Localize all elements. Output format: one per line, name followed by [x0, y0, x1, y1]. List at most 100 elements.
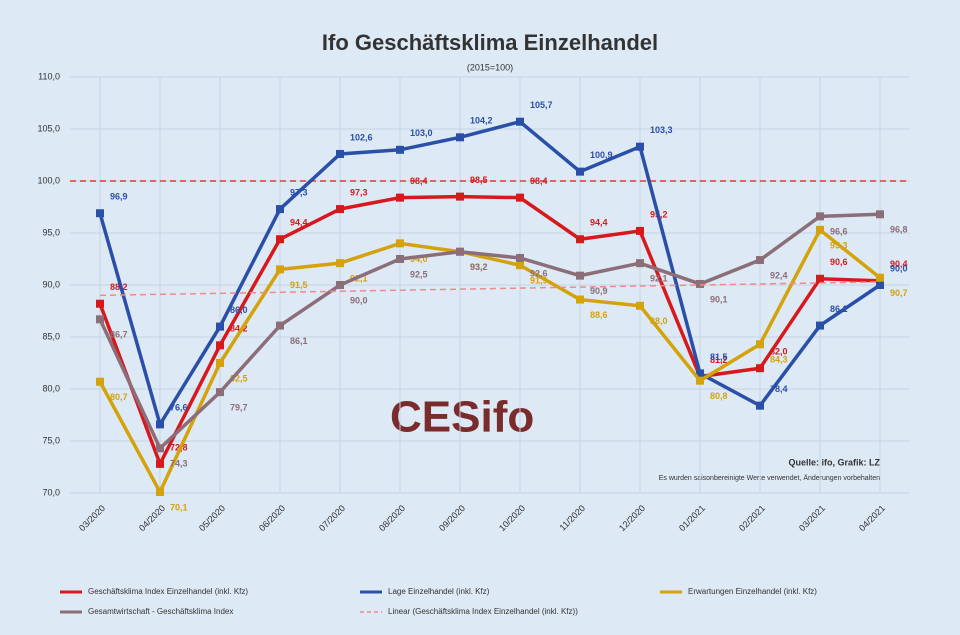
legend-label: Geschäftsklima Index Einzelhandel (inkl.… — [88, 587, 248, 596]
x-tick-label: 04/2020 — [137, 503, 167, 533]
point-marker — [276, 321, 284, 330]
data-label: 97,3 — [350, 187, 368, 197]
point-marker — [696, 376, 704, 385]
point-marker — [756, 340, 764, 349]
data-label: 88,0 — [650, 316, 668, 326]
y-tick-label: 95,0 — [42, 227, 60, 237]
point-marker — [756, 364, 764, 373]
point-marker — [96, 315, 104, 324]
point-marker — [216, 341, 224, 350]
legend-label: Gesamtwirtschaft - Geschäftsklima Index — [88, 607, 233, 616]
data-label: 94,0 — [410, 254, 428, 264]
x-tick-label: 04/2021 — [857, 503, 887, 533]
series-line — [98, 227, 882, 496]
point-marker — [156, 444, 164, 453]
point-marker — [516, 117, 524, 126]
note: Es wurden saisonbereinigte Werte verwend… — [659, 474, 880, 482]
y-tick-label: 85,0 — [42, 331, 60, 341]
data-label: 78,4 — [770, 384, 788, 394]
data-label: 95,3 — [830, 240, 848, 250]
point-marker — [276, 265, 284, 274]
point-marker — [456, 247, 464, 256]
y-tick-label: 90,0 — [42, 279, 60, 289]
legend-label: Lage Einzelhandel (inkl. Kfz) — [388, 587, 490, 596]
chart-title: Ifo Geschäftsklima Einzelhandel — [322, 30, 658, 55]
point-marker — [396, 255, 404, 263]
point-marker — [696, 369, 704, 378]
data-label: 93,2 — [470, 262, 488, 272]
x-tick-label: 06/2020 — [257, 503, 287, 533]
data-label: 92,1 — [650, 274, 668, 284]
data-label: 92,5 — [410, 269, 428, 279]
legend-label: Erwartungen Einzelhandel (inkl. Kfz) — [688, 587, 817, 596]
point-marker — [216, 388, 224, 397]
point-marker — [816, 225, 824, 234]
point-marker — [516, 193, 524, 202]
point-marker — [636, 301, 644, 310]
point-marker — [216, 359, 224, 367]
data-label: 81,2 — [710, 355, 728, 365]
point-marker — [336, 149, 344, 158]
data-label: 86,7 — [110, 330, 128, 340]
point-marker — [276, 235, 284, 244]
data-label: 70,1 — [170, 502, 188, 512]
data-label: 86,1 — [830, 304, 848, 314]
x-tick-label: 05/2020 — [197, 503, 227, 533]
data-label: 90,6 — [830, 257, 848, 267]
x-tick-label: 02/2021 — [737, 503, 767, 533]
point-marker — [396, 193, 404, 202]
point-marker — [576, 271, 584, 280]
series-line — [98, 212, 881, 452]
point-marker — [96, 299, 104, 308]
point-marker — [696, 279, 704, 288]
data-label: 81,5 — [710, 352, 728, 362]
data-label: 76,6 — [170, 403, 188, 413]
point-marker — [456, 133, 464, 142]
point-marker — [876, 273, 884, 282]
point-marker — [876, 210, 884, 219]
point-marker — [636, 259, 644, 268]
data-label: 91,5 — [290, 280, 308, 290]
point-marker — [156, 459, 164, 468]
data-label: 86,1 — [290, 336, 308, 346]
y-tick-label: 105,0 — [37, 123, 60, 133]
point-marker — [576, 295, 584, 304]
data-label: 100,9 — [590, 150, 613, 160]
point-marker — [876, 281, 884, 289]
data-label: 92,4 — [770, 270, 788, 280]
legend-label: Linear (Geschäftsklima Index Einzelhande… — [388, 607, 578, 616]
data-label: 90,7 — [890, 288, 908, 298]
data-label: 82,5 — [230, 373, 248, 383]
data-label: 103,0 — [410, 128, 433, 138]
data-label: 93,2 — [470, 262, 488, 272]
data-label: 96,6 — [830, 227, 848, 237]
data-label: 90,0 — [350, 295, 368, 305]
point-marker — [336, 281, 344, 289]
x-tick-label: 12/2020 — [617, 503, 647, 533]
y-tick-label: 70,0 — [42, 487, 60, 497]
data-label: 82,0 — [770, 347, 788, 357]
x-tick-label: 09/2020 — [437, 503, 467, 533]
data-label: 94,4 — [290, 218, 308, 228]
data-label: 91,9 — [530, 276, 548, 286]
data-label: 96,8 — [890, 225, 908, 235]
x-tick-label: 03/2020 — [77, 503, 107, 533]
x-tick-label: 07/2020 — [317, 503, 347, 533]
data-label: 92,6 — [530, 268, 548, 278]
y-tick-label: 100,0 — [37, 175, 60, 185]
data-label: 84,2 — [230, 324, 248, 334]
point-marker — [96, 377, 104, 386]
point-marker — [816, 212, 824, 221]
data-label: 103,3 — [650, 125, 673, 135]
data-label: 80,7 — [110, 392, 128, 402]
data-label: 90,9 — [590, 286, 608, 296]
data-label: 90,4 — [890, 259, 908, 269]
point-marker — [576, 167, 584, 176]
y-tick-label: 75,0 — [42, 435, 60, 445]
data-label: 72,8 — [170, 442, 188, 452]
data-label: 90,0 — [890, 263, 908, 273]
data-label: 88,6 — [590, 310, 608, 320]
data-label: 94,4 — [590, 218, 608, 228]
data-label: 102,6 — [350, 132, 373, 142]
